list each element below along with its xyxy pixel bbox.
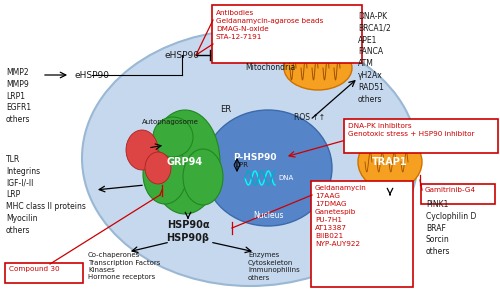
Text: Mitochondria: Mitochondria bbox=[245, 64, 295, 72]
Ellipse shape bbox=[143, 144, 187, 204]
FancyBboxPatch shape bbox=[421, 184, 495, 204]
Ellipse shape bbox=[204, 110, 332, 226]
Text: TRAP1: TRAP1 bbox=[372, 157, 408, 167]
Ellipse shape bbox=[145, 152, 171, 184]
Text: HSP90α: HSP90α bbox=[166, 220, 210, 230]
Text: Gamitrinib-G4: Gamitrinib-G4 bbox=[425, 187, 476, 193]
Ellipse shape bbox=[358, 134, 422, 190]
FancyBboxPatch shape bbox=[212, 5, 362, 63]
FancyBboxPatch shape bbox=[5, 263, 83, 283]
Text: Geldanamycin
17AAG
17DMAG
Ganetespib
PU-7H1
AT13387
BIIB021
NYP-AUY922: Geldanamycin 17AAG 17DMAG Ganetespib PU-… bbox=[315, 185, 367, 247]
Text: Nucleus: Nucleus bbox=[253, 210, 283, 219]
Ellipse shape bbox=[183, 149, 223, 205]
Text: PINK1
Cyclophilin D
BRAF
Sorcin
others: PINK1 Cyclophilin D BRAF Sorcin others bbox=[426, 200, 476, 256]
Text: MMP2
MMP9
LRP1
EGFR1
others: MMP2 MMP9 LRP1 EGFR1 others bbox=[6, 68, 31, 124]
Ellipse shape bbox=[153, 117, 193, 157]
Text: Co-chaperones
Transcription Factors
Kinases
Hormone receptors: Co-chaperones Transcription Factors Kina… bbox=[88, 252, 160, 280]
Text: GRP94: GRP94 bbox=[167, 157, 203, 167]
Ellipse shape bbox=[284, 46, 352, 90]
Text: ER: ER bbox=[220, 105, 232, 115]
Text: UPR: UPR bbox=[234, 162, 248, 168]
Ellipse shape bbox=[126, 130, 158, 170]
Text: Antibodies
Geldanamycin-agarose beads
DMAG-N-oxide
STA-12-7191: Antibodies Geldanamycin-agarose beads DM… bbox=[216, 10, 324, 40]
Text: DNA-PK inhibitors
Genotoxic stress + HSP90 inhibitor: DNA-PK inhibitors Genotoxic stress + HSP… bbox=[348, 123, 474, 137]
Text: Enzymes
Cytoskeleton
Immunophilins
others: Enzymes Cytoskeleton Immunophilins other… bbox=[248, 252, 300, 280]
Text: Autophagosome: Autophagosome bbox=[142, 119, 199, 125]
Ellipse shape bbox=[82, 30, 418, 286]
Text: eHSP90: eHSP90 bbox=[74, 71, 110, 79]
Text: Compound 30: Compound 30 bbox=[9, 266, 59, 272]
Text: DNA-PK
BRCA1/2
APE1
FANCA
ATM
γH2Ax
RAD51
others: DNA-PK BRCA1/2 APE1 FANCA ATM γH2Ax RAD5… bbox=[358, 12, 391, 104]
Text: eHSP90: eHSP90 bbox=[164, 50, 200, 59]
Text: DNA: DNA bbox=[278, 175, 293, 181]
Text: HSP90β: HSP90β bbox=[166, 233, 210, 243]
FancyBboxPatch shape bbox=[344, 119, 498, 153]
Text: P-HSP90: P-HSP90 bbox=[233, 152, 277, 161]
Ellipse shape bbox=[150, 110, 220, 214]
Text: TLR
Integrins
IGF-I/-II
LRP
MHC class II proteins
Myocilin
others: TLR Integrins IGF-I/-II LRP MHC class II… bbox=[6, 155, 86, 235]
FancyBboxPatch shape bbox=[311, 181, 413, 287]
Text: ROS ↑↑: ROS ↑↑ bbox=[294, 113, 326, 122]
